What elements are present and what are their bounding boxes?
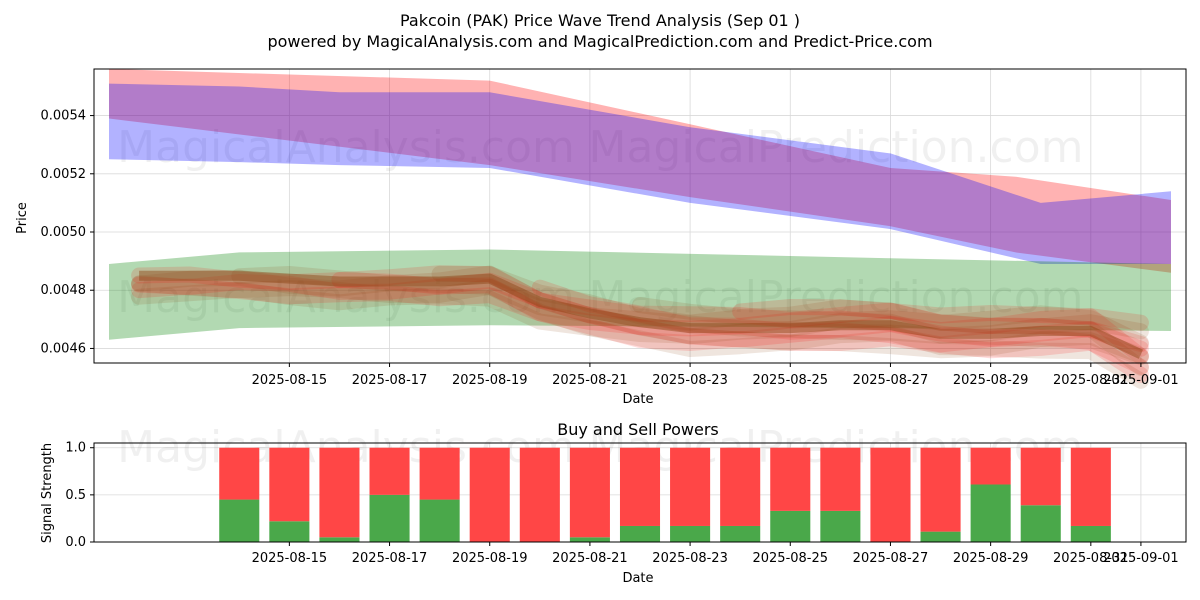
power-x-tick-label-4: 2025-08-23: [652, 551, 728, 566]
sell-bar-2025-08-15: [219, 447, 260, 500]
power-x-tick-label-3: 2025-08-21: [552, 551, 628, 566]
price-lane-4: [131, 269, 1149, 364]
sell-bar-2025-08-27: [820, 447, 861, 511]
price-lane-9: [531, 279, 1149, 365]
sell-bar-2025-08-20: [469, 447, 510, 542]
sell-bar-2025-08-17: [319, 447, 360, 538]
power-x-tick-label-6: 2025-08-27: [853, 551, 929, 566]
price-x-tick-label-7: 2025-08-29: [953, 373, 1029, 388]
power-x-tick-label-8: 2025-08-31: [1053, 551, 1129, 566]
watermark-analysis-upper: MagicalAnalysis.com: [117, 122, 575, 173]
price-bands: [109, 69, 1171, 340]
buy-bar-2025-08-19: [419, 499, 460, 542]
price-lane-7: [331, 265, 1149, 357]
power-bars: [219, 447, 1111, 542]
watermark-prediction-upper: MagicalPrediction.com: [589, 122, 1084, 173]
buy-bar-2025-08-23: [619, 525, 661, 542]
sell-bar-2025-08-28: [870, 447, 911, 542]
sell-bar-2025-08-29: [920, 447, 961, 532]
sell-bar-2025-08-16: [269, 447, 310, 522]
price-axes: 2025-08-15 2025-08-17 2025-08-19 2025-08-21…: [41, 68, 1187, 388]
buy-bar-2025-08-30: [970, 484, 1011, 542]
buy-bar-2025-08-27: [820, 510, 861, 542]
power-plot-frame: [93, 442, 1187, 543]
price-x-tick-label-1: 2025-08-17: [352, 373, 428, 388]
buy-bar-2025-08-22: [569, 537, 610, 542]
price-lane-1: [131, 278, 1149, 375]
watermark-analysis-lower: MagicalAnalysis.com: [117, 272, 575, 323]
price-x-tick-label-5: 2025-08-25: [752, 373, 828, 388]
buy-bar-2025-08-15: [219, 499, 260, 542]
price-grid: [94, 69, 1186, 363]
buy-bar-2025-08-24: [670, 525, 711, 542]
buy-bar-2025-08-25: [720, 525, 761, 542]
power-x-tick-label-1: 2025-08-17: [352, 551, 428, 566]
buy-bar-2025-08-31: [1020, 505, 1061, 542]
green-wave-band: [109, 249, 1171, 340]
price-x-tick-label-8: 2025-08-31: [1053, 373, 1129, 388]
price-x-tick-label-6: 2025-08-27: [853, 373, 929, 388]
price-y-tick-label-1: 0.0048: [41, 283, 87, 298]
price-lanes: [131, 265, 1149, 389]
sell-bar-2025-08-30: [970, 447, 1011, 485]
price-watermarks: MagicalAnalysis.com MagicalPrediction.co…: [117, 122, 1083, 323]
buy-bar-2025-08-16: [269, 521, 310, 542]
buy-bar-2025-08-18: [369, 494, 410, 542]
price-x-tick-label-9: 2025-09-01: [1103, 373, 1179, 388]
sell-bar-2025-08-26: [770, 447, 811, 511]
price-lane-11: [732, 299, 1149, 331]
price-lane-2: [131, 275, 1149, 365]
power-y-tick-label-2: 1.0: [65, 441, 86, 456]
red-wave-band: [109, 69, 1171, 273]
price-y-tick-label-4: 0.0054: [41, 109, 87, 124]
price-y-tick-label-3: 0.0052: [41, 167, 87, 182]
chart-subtitle: powered by MagicalAnalysis.com and Magic…: [267, 32, 932, 51]
price-x-tick-label-0: 2025-08-15: [252, 373, 328, 388]
price-y-tick-label-2: 0.0050: [41, 225, 87, 240]
sell-bar-2025-08-18: [369, 447, 410, 495]
power-x-tick-label-5: 2025-08-25: [752, 551, 828, 566]
price-y-tick-label-0: 0.0046: [41, 341, 87, 356]
blue-wave-band: [109, 83, 1171, 264]
power-x-tick-label-2: 2025-08-19: [452, 551, 528, 566]
price-y-axis-title: Price: [15, 202, 30, 234]
sell-bar-2025-08-23: [619, 447, 661, 526]
power-x-tick-label-0: 2025-08-15: [252, 551, 328, 566]
power-y-axis-title: Signal Strength: [40, 443, 55, 543]
price-x-tick-label-3: 2025-08-21: [552, 373, 628, 388]
price-path: [139, 270, 1144, 359]
power-y-tick-label-0: 0.0: [65, 535, 86, 550]
buy-bar-2025-08-26: [770, 510, 811, 542]
price-lane-3: [131, 274, 1149, 383]
chart-title: Pakcoin (PAK) Price Wave Trend Analysis …: [400, 11, 800, 30]
buy-bar-2025-08-17: [319, 537, 360, 542]
power-x-tick-label-9: 2025-09-01: [1103, 551, 1179, 566]
power-y-tick-label-1: 0.5: [65, 488, 86, 503]
sell-bar-2025-08-24: [670, 447, 711, 526]
price-x-axis-title: Date: [622, 392, 653, 407]
buy-bar-2025-08-29: [920, 531, 961, 542]
price-lane-0: [131, 281, 1149, 389]
sell-bar-2025-08-19: [419, 447, 460, 500]
price-lane-8: [431, 265, 1149, 340]
watermark-prediction-lower: MagicalPrediction.com: [589, 272, 1084, 323]
price-plot-frame: [93, 68, 1187, 364]
power-x-tick-label-7: 2025-08-29: [953, 551, 1029, 566]
sell-bar-2025-08-31: [1020, 447, 1061, 506]
price-x-tick-label-2: 2025-08-19: [452, 373, 528, 388]
price-lane-5: [131, 266, 1149, 353]
sell-bar-2025-08-21: [519, 447, 560, 542]
sell-bar-2025-08-22: [569, 447, 610, 538]
price-x-tick-label-4: 2025-08-23: [652, 373, 728, 388]
sell-bar-2025-08-25: [720, 447, 761, 526]
buy-bar-2025-09-01: [1070, 525, 1111, 542]
price-lane-6: [231, 265, 1149, 376]
price-lane-10: [632, 297, 1149, 351]
power-axes: 2025-08-15 2025-08-17 2025-08-19 2025-08-21…: [65, 441, 1187, 566]
sell-bar-2025-09-01: [1070, 447, 1111, 526]
power-title: Buy and Sell Powers: [557, 420, 719, 439]
power-x-axis-title: Date: [622, 571, 653, 586]
